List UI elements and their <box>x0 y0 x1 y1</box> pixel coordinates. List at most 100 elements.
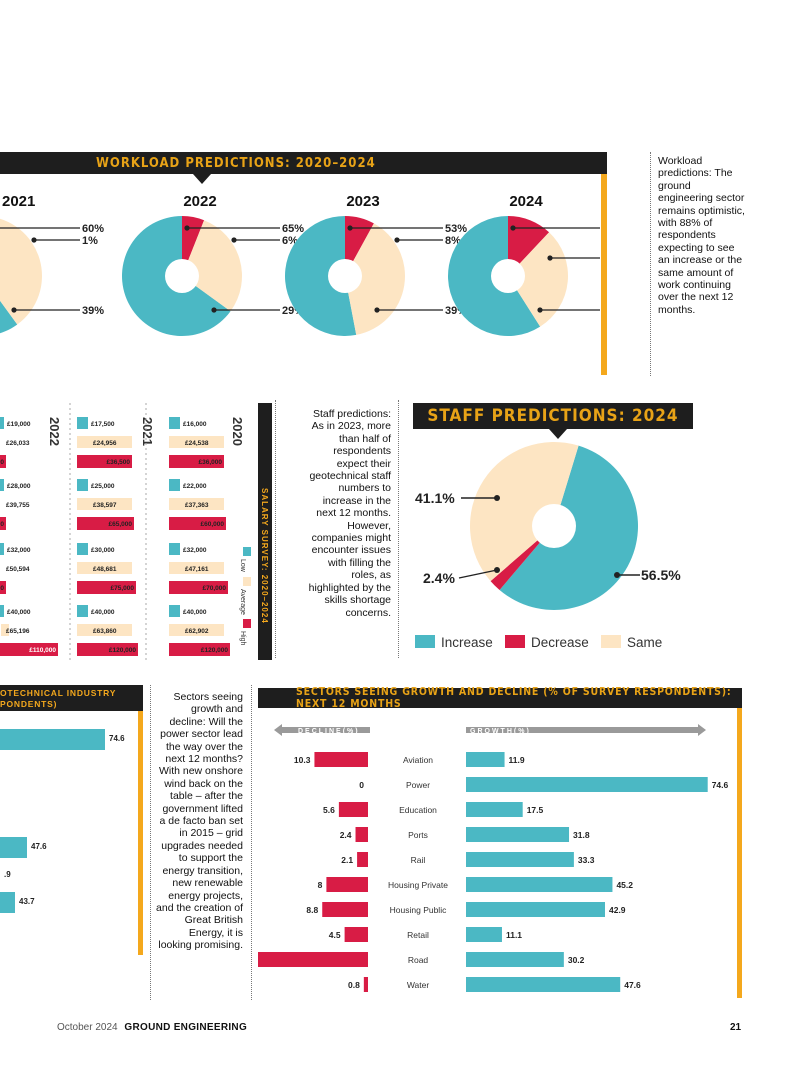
salary-bar-low <box>0 417 4 429</box>
sector-growth-value: 47.6 <box>624 980 641 990</box>
salary-bar-low <box>0 605 4 617</box>
salary-value-low: £19,000 <box>7 421 31 428</box>
sector-decline-value: 0.8 <box>348 980 360 990</box>
workload-year-label: 2024 <box>509 193 543 210</box>
sector-decline-bar <box>355 827 368 842</box>
salary-bar-high <box>77 643 138 656</box>
sector-name: Housing Public <box>390 905 447 915</box>
sector-growth-bar <box>466 777 708 792</box>
sectors-title: SECTORS SEEING GROWTH AND DECLINE (% OF … <box>296 686 732 710</box>
salary-value-high: £75,000 <box>111 585 135 592</box>
workload-year-label: 2021 <box>2 193 35 210</box>
salary-bar-high <box>0 643 58 656</box>
footer-date: October 2024 <box>57 1022 118 1033</box>
geo-bar-value: 74.6 <box>109 734 125 743</box>
workload-divider <box>650 152 651 376</box>
workload-slice-same <box>0 218 42 325</box>
salary-value-average: £38,597 <box>93 502 117 509</box>
geo-divider <box>150 685 151 1000</box>
staff-pie: 41.1% 2.4% 56.5% Increase Decrease Same <box>415 442 681 650</box>
salary-banner <box>258 403 272 660</box>
staff-legend-swatch-same <box>601 635 621 648</box>
staff-banner: STAFF PREDICTIONS: 2024 <box>413 403 693 429</box>
salary-year-label: 2020 <box>230 417 245 446</box>
staff-pct-decrease: 2.4% <box>423 570 455 586</box>
salary-legend-swatch-high <box>243 619 251 628</box>
sector-name: Ports <box>408 830 428 840</box>
salary-divider <box>275 400 276 658</box>
salary-bar-high <box>0 455 6 468</box>
workload-leader-dot-decrease <box>394 237 400 243</box>
sector-decline-bar <box>363 977 368 992</box>
salary-value-average: £37,363 <box>185 502 209 509</box>
sector-growth-value: 45.2 <box>616 880 633 890</box>
workload-slice-same <box>345 223 406 335</box>
workload-leader-dot-decrease <box>231 237 237 243</box>
footer-magazine: GROUND ENGINEERING <box>124 1022 248 1033</box>
sector-growth-bar <box>466 877 613 892</box>
salary-bar-high <box>0 517 6 530</box>
sector-growth-bar <box>466 927 502 942</box>
staff-pct-same: 41.1% <box>415 490 455 506</box>
salary-bar-high <box>77 517 134 530</box>
workload-donut-hole <box>491 259 525 293</box>
sector-decline-value: 2.4 <box>340 830 352 840</box>
sector-growth-value: 74.6 <box>712 780 729 790</box>
sector-growth-bar <box>466 952 564 967</box>
workload-pct-increase: 60% <box>82 223 104 235</box>
workload-leader-dot-increase <box>347 225 353 231</box>
staff-caption: Staff predictions: As in 2023, more than… <box>308 408 391 619</box>
sector-name: Retail <box>407 930 429 940</box>
staff-leader-dot-decrease <box>494 567 500 573</box>
salary-bar-average <box>1 624 9 636</box>
sector-decline-bar <box>344 927 368 942</box>
workload-leader-dot-same <box>537 307 543 313</box>
staff-slice-same <box>470 442 579 582</box>
sector-growth-value: 30.2 <box>568 955 585 965</box>
workload-leader-dot-same <box>11 307 17 313</box>
geo-bar <box>0 837 27 858</box>
workload-pct-same: 39% <box>82 305 104 317</box>
salary-bar-high <box>169 455 224 468</box>
workload-slice-same <box>508 232 568 327</box>
sector-name: Water <box>407 980 430 990</box>
sector-growth-bar <box>466 827 570 842</box>
salary-value-average: £63,860 <box>93 628 117 635</box>
sector-growth-bar <box>466 977 621 992</box>
workload-pct-decrease: 6% <box>282 235 298 247</box>
salary-year-label: 2022 <box>47 417 62 446</box>
decline-arrow <box>274 724 370 736</box>
salary-value-low: £32,000 <box>7 547 31 554</box>
geo-title-line2: PONDENTS) <box>0 699 57 709</box>
sector-decline-bar <box>357 852 368 867</box>
workload-slice-same <box>182 220 243 312</box>
salary-value-average: £26,033 <box>6 440 30 447</box>
staff-legend-label-decrease: Decrease <box>531 635 589 650</box>
sector-growth-value: 17.5 <box>527 805 544 815</box>
staff-legend-swatch-increase <box>415 635 435 648</box>
salary-value-low: £40,000 <box>91 609 115 616</box>
sectors-banner: SECTORS SEEING GROWTH AND DECLINE (% OF … <box>258 686 742 710</box>
salary-legend-swatch-average <box>243 577 251 586</box>
salary-bar-average <box>169 436 224 448</box>
salary-value-average: £24,538 <box>185 440 209 447</box>
salary-value-low: £28,000 <box>7 483 31 490</box>
salary-value-high: £40,000 <box>0 459 4 466</box>
workload-slice-increase <box>285 216 357 336</box>
salary-bar-low <box>77 417 88 429</box>
salary-value-low: £25,000 <box>91 483 115 490</box>
staff-banner-notch <box>549 429 567 439</box>
workload-pct-decrease: 8% <box>445 235 461 247</box>
workload-caption: Workload predictions: The ground enginee… <box>658 155 745 316</box>
salary-bar-low <box>169 543 180 555</box>
staff-leader-dot-increase <box>614 572 620 578</box>
workload-banner-notch <box>193 174 211 184</box>
growth-arrow <box>466 724 706 736</box>
salary-legend-label-low: Low <box>239 559 246 573</box>
sector-decline-bar <box>314 752 368 767</box>
sectors-divider <box>251 685 252 1000</box>
sector-decline-value: 2.1 <box>341 855 353 865</box>
workload-banner: WORKLOAD PREDICTIONS: 2020–2024 <box>0 152 607 174</box>
salary-bar-low <box>169 605 180 617</box>
staff-divider <box>398 400 399 658</box>
